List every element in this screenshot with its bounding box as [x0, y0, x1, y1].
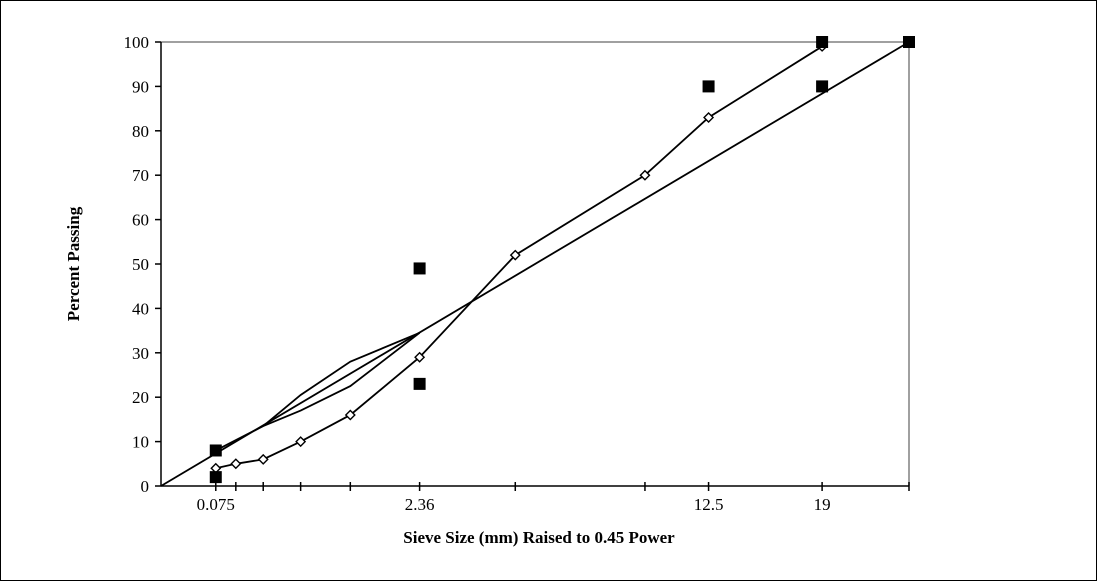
y-tick-label: 90: [132, 77, 149, 96]
axis-layer: 0 10 20 30 40 50 60 70 80 90 100 0.075 2.36 12.5 19: [124, 33, 910, 514]
x-tick-label: 2.36: [405, 495, 435, 514]
square-marker: [702, 80, 715, 93]
diamond-marker: [509, 249, 521, 261]
y-tick-label: 10: [132, 433, 149, 452]
x-tick-label: 19: [814, 495, 831, 514]
diamond-marker: [639, 169, 651, 181]
series-line-4: [215, 425, 264, 452]
square-marker: [209, 444, 222, 457]
y-tick-label: 60: [132, 211, 149, 230]
square-marker: [413, 262, 426, 275]
square-marker: [209, 471, 222, 484]
y-tick-label: 20: [132, 388, 149, 407]
y-tick-label: 100: [124, 33, 150, 52]
series-line-3: [262, 332, 421, 427]
marker-layer: [209, 36, 915, 484]
diamond-marker: [414, 351, 426, 363]
diamond-marker: [257, 453, 269, 465]
square-marker: [413, 377, 426, 390]
y-tick-label: 40: [132, 299, 149, 318]
diamond-marker: [230, 458, 242, 470]
diamond-marker: [703, 111, 715, 123]
series-layer: [160, 41, 910, 487]
x-axis-title: Sieve Size (mm) Raised to 0.45 Power: [403, 528, 675, 547]
diamond-marker: [344, 409, 356, 421]
x-tick-label: 12.5: [694, 495, 724, 514]
diamond-marker: [295, 436, 307, 448]
series-line-2: [262, 331, 420, 427]
y-axis-title: Percent Passing: [64, 206, 83, 321]
square-marker: [903, 36, 915, 48]
series-line-0: [215, 45, 823, 470]
y-tick-label: 50: [132, 255, 149, 274]
plot-area: [161, 41, 910, 486]
y-tick-label: 30: [132, 344, 149, 363]
square-marker: [816, 36, 829, 48]
y-tick-label: 0: [141, 477, 150, 496]
x-tick-label: 0.075: [197, 495, 235, 514]
y-tick-label: 70: [132, 166, 149, 185]
square-marker: [816, 80, 829, 93]
series-line-1: [160, 41, 910, 487]
y-tick-label: 80: [132, 122, 149, 141]
